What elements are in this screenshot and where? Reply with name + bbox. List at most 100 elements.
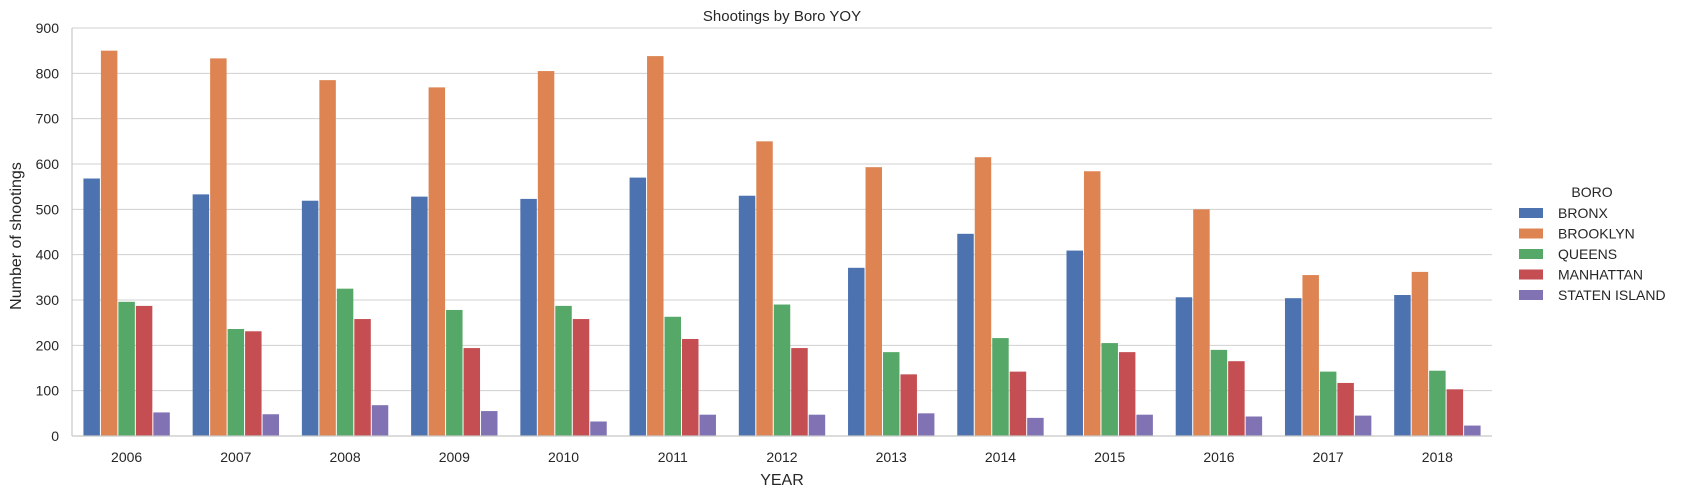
bar-brooklyn-2016 — [1193, 209, 1210, 436]
bar-bronx-2018 — [1394, 295, 1411, 436]
bar-queens-2013 — [882, 352, 900, 436]
bar-manhattan-2013 — [900, 374, 917, 436]
x-tick-label: 2006 — [111, 449, 142, 465]
bar-bronx-2008 — [301, 200, 319, 436]
bar-brooklyn-2012 — [756, 141, 773, 437]
bar-queens-2011 — [664, 316, 682, 436]
legend-swatch — [1519, 249, 1543, 259]
y-tick-label: 600 — [36, 156, 60, 172]
legend-label: BRONX — [1558, 205, 1608, 221]
bar-staten-island-2018 — [1464, 425, 1481, 436]
legend-label: MANHATTAN — [1558, 267, 1643, 283]
legend-swatch — [1519, 269, 1543, 280]
bar-manhattan-2008 — [354, 319, 371, 436]
bar-manhattan-2017 — [1337, 382, 1354, 436]
bar-queens-2012 — [773, 304, 791, 436]
bar-bronx-2015 — [1066, 250, 1083, 436]
bar-brooklyn-2015 — [1083, 171, 1101, 436]
bar-manhattan-2006 — [135, 305, 153, 436]
x-tick-label: 2008 — [329, 449, 360, 465]
bar-queens-2016 — [1210, 349, 1228, 436]
bar-bronx-2016 — [1175, 297, 1193, 436]
bar-staten-island-2006 — [153, 412, 170, 436]
bar-staten-island-2010 — [590, 421, 607, 436]
bar-queens-2010 — [555, 305, 572, 436]
bar-brooklyn-2017 — [1302, 275, 1319, 436]
bar-brooklyn-2011 — [647, 56, 664, 437]
x-tick-label: 2014 — [985, 449, 1016, 465]
bar-manhattan-2009 — [463, 348, 481, 436]
legend-swatch — [1519, 290, 1543, 300]
y-tick-label: 500 — [36, 201, 60, 217]
bar-bronx-2014 — [957, 233, 974, 436]
bar-manhattan-2010 — [572, 319, 590, 436]
y-tick-label: 300 — [36, 292, 60, 308]
bar-staten-island-2009 — [481, 411, 498, 436]
bar-staten-island-2017 — [1354, 415, 1372, 436]
bar-staten-island-2008 — [371, 405, 389, 436]
y-tick-label: 400 — [36, 247, 60, 263]
bar-queens-2007 — [227, 329, 245, 436]
bar-brooklyn-2008 — [319, 80, 336, 436]
legend-label: BROOKLYN — [1558, 226, 1635, 242]
bar-staten-island-2014 — [1027, 417, 1044, 436]
bar-brooklyn-2010 — [537, 71, 555, 437]
bar-brooklyn-2009 — [428, 87, 446, 437]
y-axis-title: Number of shootings — [8, 162, 25, 310]
bar-queens-2018 — [1429, 370, 1446, 436]
legend-swatch — [1519, 228, 1543, 239]
bar-queens-2008 — [336, 288, 354, 436]
bar-brooklyn-2006 — [100, 50, 118, 437]
axes: 0 100 200 300 400 500 600 700 800 900 2006 2007 2008… — [36, 20, 1492, 465]
bar-queens-2006 — [118, 301, 135, 436]
y-tick-label: 100 — [36, 383, 60, 399]
x-tick-label: 2018 — [1422, 449, 1453, 465]
bar-staten-island-2007 — [262, 414, 280, 436]
bar-staten-island-2012 — [808, 414, 826, 436]
legend-label: QUEENS — [1558, 246, 1617, 262]
bar-queens-2015 — [1101, 343, 1118, 436]
x-tick-label: 2013 — [876, 449, 907, 465]
bar-queens-2009 — [446, 309, 463, 436]
bar-manhattan-2016 — [1228, 361, 1245, 436]
x-tick-label: 2016 — [1203, 449, 1234, 465]
x-tick-label: 2009 — [439, 449, 470, 465]
bar-brooklyn-2018 — [1411, 271, 1429, 436]
y-tick-label: 900 — [36, 20, 60, 36]
x-tick-label: 2015 — [1094, 449, 1125, 465]
bar-manhattan-2018 — [1446, 389, 1464, 436]
bar-manhattan-2014 — [1009, 371, 1027, 436]
bar-queens-2017 — [1319, 371, 1337, 436]
bar-brooklyn-2013 — [865, 167, 882, 436]
bar-manhattan-2007 — [245, 331, 262, 436]
legend-label: STATEN ISLAND — [1558, 287, 1666, 303]
bar-bronx-2013 — [848, 267, 865, 436]
x-tick-label: 2007 — [220, 449, 251, 465]
legend-title: BORO — [1571, 184, 1612, 200]
bar-brooklyn-2007 — [210, 58, 227, 437]
bar-manhattan-2015 — [1118, 352, 1136, 436]
x-tick-label: 2012 — [766, 449, 797, 465]
bar-brooklyn-2014 — [974, 157, 992, 436]
y-tick-label: 0 — [51, 428, 59, 444]
bar-bronx-2007 — [192, 194, 210, 436]
x-axis-title: YEAR — [760, 472, 804, 489]
chart-title: Shootings by Boro YOY — [703, 8, 861, 25]
bar-bronx-2006 — [83, 178, 100, 437]
bar-staten-island-2013 — [917, 413, 935, 436]
legend-swatch — [1519, 208, 1543, 218]
bar-manhattan-2011 — [682, 338, 699, 436]
y-tick-label: 700 — [36, 111, 60, 127]
y-tick-label: 800 — [36, 65, 60, 81]
y-tick-label: 200 — [36, 337, 60, 353]
bar-bronx-2010 — [520, 198, 537, 436]
x-tick-label: 2010 — [548, 449, 579, 465]
x-tick-label: 2011 — [658, 449, 688, 465]
bar-manhattan-2012 — [791, 348, 808, 436]
bar-bronx-2012 — [738, 195, 756, 436]
bars — [83, 50, 1481, 437]
legend: BORO BRONX BROOKLYN QUEENS MANHATTAN STATEN … — [1519, 184, 1666, 303]
bar-queens-2014 — [992, 338, 1009, 436]
